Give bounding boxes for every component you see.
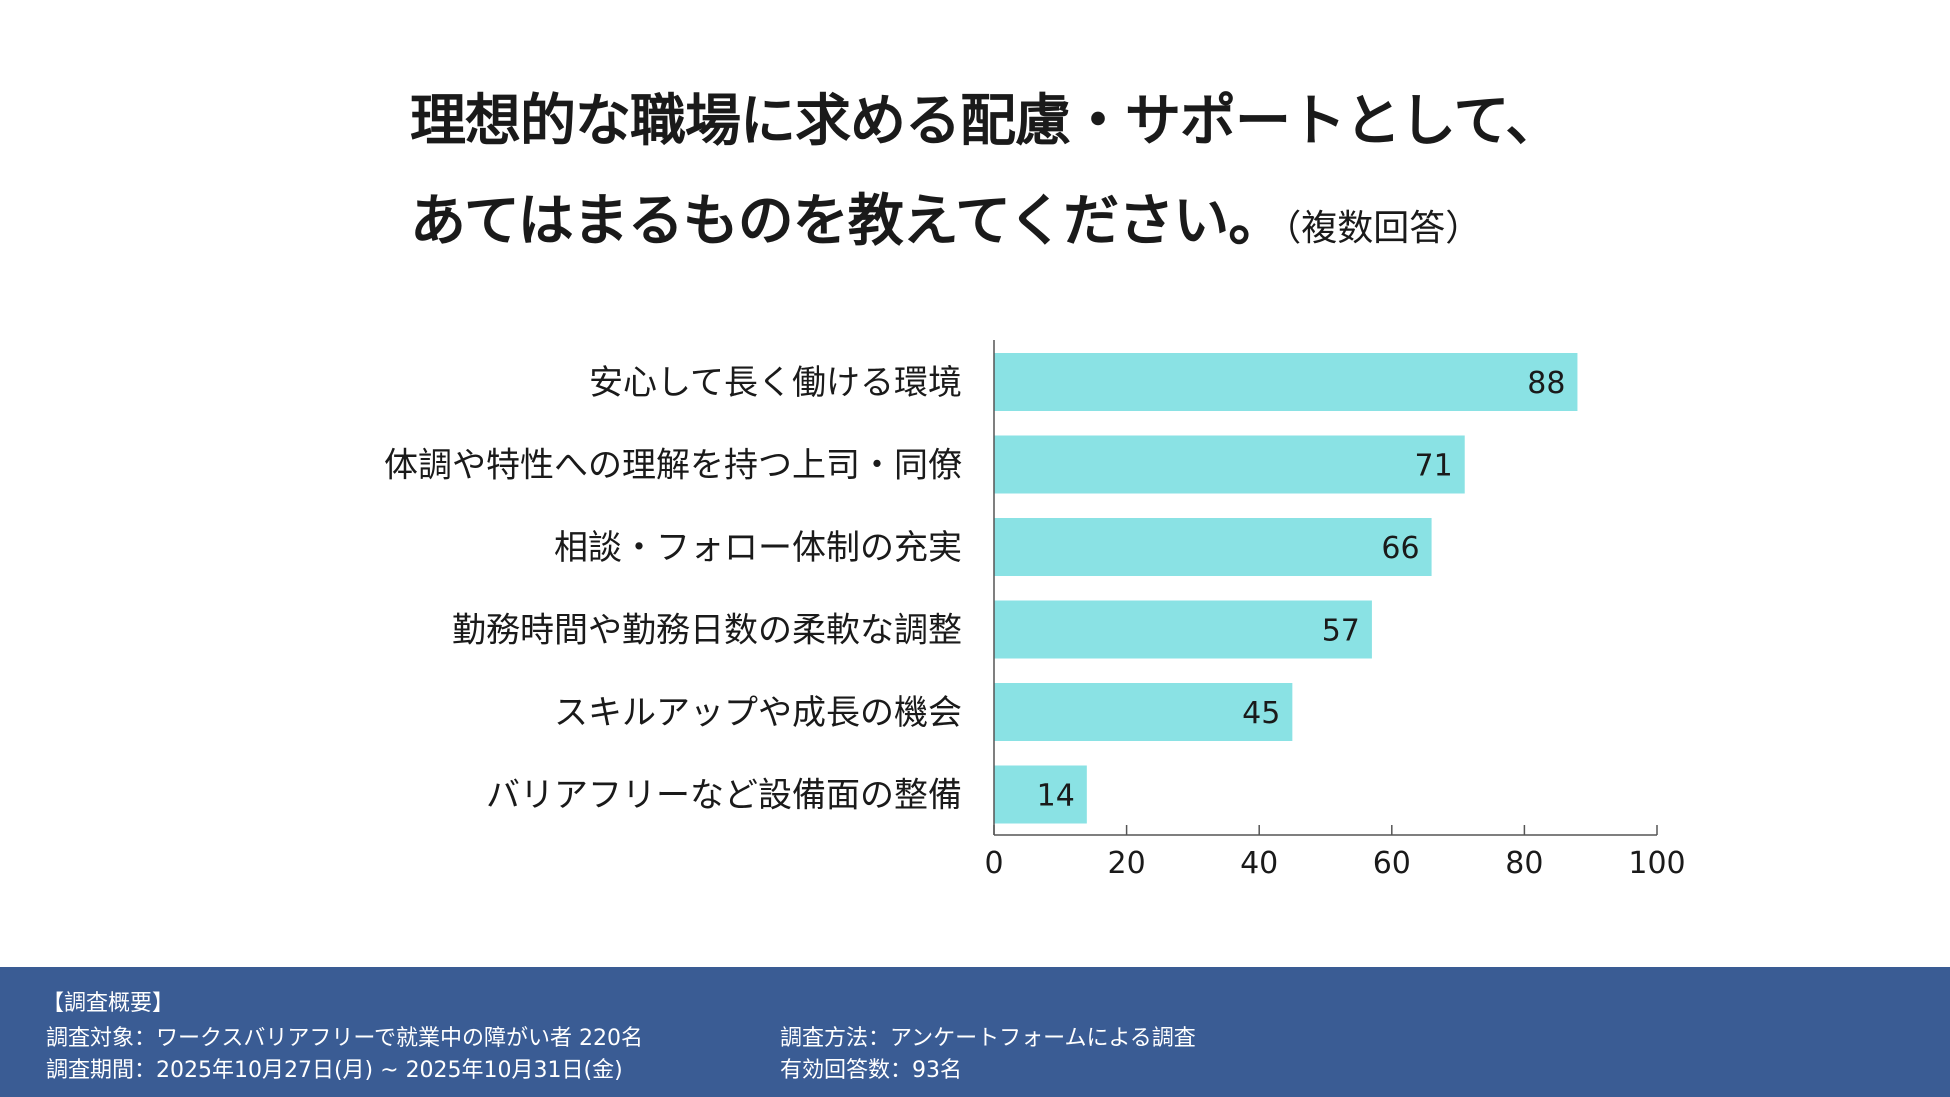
data-label-5: 45 [1242, 696, 1280, 731]
title-line-2: あてはまるものを教えてください。（複数回答） [410, 172, 1710, 279]
data-label-2: 71 [1415, 449, 1453, 484]
category-label-4: 勤務時間や勤務日数の柔軟な調整 [452, 611, 962, 651]
bar-chart: 安心して長く働ける環境 88 体調や特性への理解を持つ上司・同僚 71 相談・フォロー体… [384, 340, 1686, 881]
bar-2 [994, 435, 1465, 494]
bar-6 [994, 765, 1087, 824]
survey-responses: 有効回答数：93名 [780, 1058, 962, 1083]
data-label-3: 66 [1381, 531, 1419, 566]
survey-summary: 【調査概要】 調査対象：ワークスバリアフリーで就業中の障がい者 220名 調査方… [0, 967, 1950, 1097]
x-tick-label-20: 20 [1108, 846, 1146, 881]
survey-target: 調査対象：ワークスバリアフリーで就業中の障がい者 220名 [46, 1026, 644, 1051]
bar-5 [994, 683, 1293, 741]
category-label-5: スキルアップや成長の機会 [554, 693, 962, 733]
chart-title: 理想的な職場に求める配慮・サポートとして、 あてはまるものを教えてください。（複… [410, 72, 1710, 279]
x-tick-label-100: 100 [1628, 846, 1685, 881]
survey-summary-heading: 【調査概要】 [42, 991, 175, 1016]
bar-4 [994, 600, 1372, 659]
category-label-1: 安心して長く働ける環境 [589, 363, 962, 403]
data-label-4: 57 [1322, 614, 1360, 649]
survey-period: 調査期間：2025年10月27日(月) ~ 2025年10月31日(金) [46, 1058, 623, 1083]
title-line-2-text: あてはまるものを教えてください。 [410, 189, 1284, 254]
bar-3 [994, 518, 1432, 576]
category-label-6: バリアフリーなど設備面の整備 [486, 776, 962, 816]
title-note: （複数回答） [1283, 208, 1482, 249]
survey-method: 調査方法：アンケートフォームによる調査 [780, 1026, 1196, 1051]
category-label-2: 体調や特性への理解を持つ上司・同僚 [384, 446, 962, 486]
data-label-1: 88 [1527, 366, 1565, 401]
x-tick-label-40: 40 [1240, 846, 1278, 881]
x-tick-label-80: 80 [1505, 846, 1543, 881]
data-label-6: 14 [1037, 779, 1075, 814]
x-tick-label-0: 0 [984, 846, 1003, 881]
bar-1 [994, 353, 1578, 411]
title-line-1: 理想的な職場に求める配慮・サポートとして、 [410, 89, 1562, 154]
x-tick-label-60: 60 [1373, 846, 1411, 881]
category-label-3: 相談・フォロー体制の充実 [554, 528, 962, 568]
